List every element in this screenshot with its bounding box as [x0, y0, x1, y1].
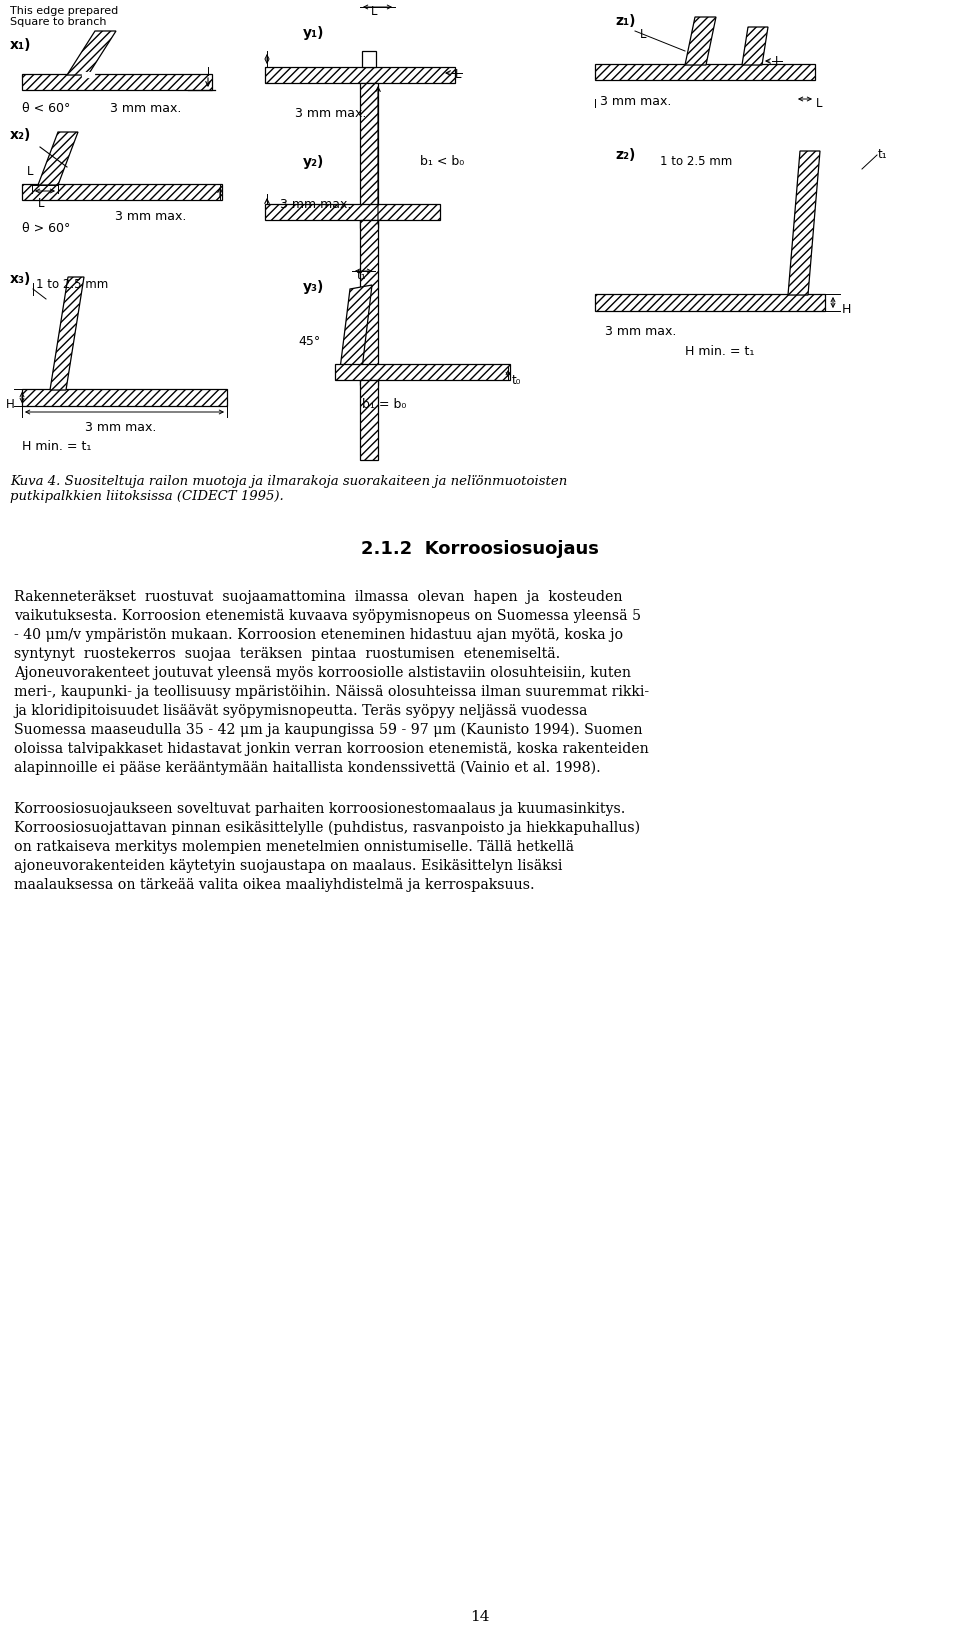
Text: H min. = t₁: H min. = t₁ [685, 344, 755, 357]
Text: L: L [38, 197, 44, 210]
Polygon shape [340, 285, 372, 370]
Text: L: L [27, 166, 34, 179]
Text: L: L [371, 5, 377, 18]
Bar [335, 365, 510, 380]
Text: Rakenneteräkset  ruostuvat  suojaamattomina  ilmassa  olevan  hapen  ja  kosteud: Rakenneteräkset ruostuvat suojaamattomin… [14, 590, 622, 603]
Text: oloissa talvipakkaset hidastavat jonkin verran korroosion etenemistä, koska rake: oloissa talvipakkaset hidastavat jonkin … [14, 741, 649, 756]
Text: 3 mm max.: 3 mm max. [295, 107, 367, 120]
Text: Korroosiosuojattavan pinnan esikäsittelylle (puhdistus, rasvanpoisto ja hiekkapu: Korroosiosuojattavan pinnan esikäsittely… [14, 821, 640, 834]
Text: y₁): y₁) [303, 26, 324, 39]
Text: 14: 14 [470, 1609, 490, 1623]
Text: 3 mm max.: 3 mm max. [110, 102, 181, 115]
Text: 3 mm max.: 3 mm max. [605, 325, 677, 338]
Text: x₁): x₁) [10, 38, 32, 52]
Text: 3 mm max.: 3 mm max. [280, 198, 351, 211]
Text: t₀: t₀ [512, 374, 521, 387]
Text: z₁): z₁) [615, 15, 636, 28]
Text: b₁ = b₀: b₁ = b₀ [362, 398, 406, 411]
Polygon shape [788, 152, 820, 295]
Text: Suomessa maaseudulla 35 - 42 μm ja kaupungissa 59 - 97 μm (Kaunisto 1994). Suome: Suomessa maaseudulla 35 - 42 μm ja kaupu… [14, 723, 642, 738]
Text: alapinnoille ei pääse kerääntymään haitallista kondenssivettä (Vainio et al. 199: alapinnoille ei pääse kerääntymään haita… [14, 760, 601, 775]
Text: 3 mm max.: 3 mm max. [85, 421, 156, 434]
Text: on ratkaiseva merkitys molempien menetelmien onnistumiselle. Tällä hetkellä: on ratkaiseva merkitys molempien menetel… [14, 839, 574, 854]
Text: Korroosiosuojaukseen soveltuvat parhaiten korroosionestomaalaus ja kuumasinkitys: Korroosiosuojaukseen soveltuvat parhaite… [14, 801, 625, 816]
Text: H min. = t₁: H min. = t₁ [22, 439, 91, 452]
Text: x₂): x₂) [10, 128, 32, 143]
Bar [265, 205, 440, 221]
Text: This edge prepared: This edge prepared [10, 7, 118, 16]
Bar [360, 84, 378, 229]
Bar [22, 390, 227, 406]
Text: t₁: t₁ [878, 148, 888, 161]
Text: θ < 60°: θ < 60° [22, 102, 70, 115]
Text: L: L [455, 67, 462, 80]
Text: syntynyt  ruostekerros  suojaa  teräksen  pintaa  ruostumisen  etenemiseltä.: syntynyt ruostekerros suojaa teräksen pi… [14, 647, 561, 661]
Polygon shape [685, 18, 716, 66]
Text: ja kloridipitoisuudet lisäävät syöpymisnopeutta. Teräs syöpyy neljässä vuodessa: ja kloridipitoisuudet lisäävät syöpymisn… [14, 703, 588, 718]
Text: putkipalkkien liitoksissa (CIDECT 1995).: putkipalkkien liitoksissa (CIDECT 1995). [10, 490, 284, 503]
Text: θ > 60°: θ > 60° [22, 221, 70, 234]
Bar [362, 52, 376, 67]
Text: Ajoneuvorakenteet joutuvat yleensä myös korroosiolle alstistaviin olosuhteisiin,: Ajoneuvorakenteet joutuvat yleensä myös … [14, 665, 631, 680]
Text: L: L [640, 28, 646, 41]
Bar [22, 75, 212, 90]
Text: 45°: 45° [298, 334, 321, 347]
Polygon shape [67, 33, 116, 75]
Text: y₂): y₂) [303, 156, 324, 169]
Text: 3 mm max.: 3 mm max. [115, 210, 186, 223]
Text: 2.1.2  Korroosiosuojaus: 2.1.2 Korroosiosuojaus [361, 539, 599, 557]
Text: b₁ < b₀: b₁ < b₀ [420, 156, 464, 167]
Bar [82, 74, 94, 79]
Polygon shape [742, 28, 768, 66]
Text: t₁: t₁ [357, 269, 367, 282]
Bar [265, 67, 455, 84]
Text: L: L [816, 97, 823, 110]
Text: z₂): z₂) [615, 148, 636, 162]
Text: y₃): y₃) [303, 280, 324, 293]
Text: maalauksessa on tärkeää valita oikea maaliyhdistelmä ja kerrospaksuus.: maalauksessa on tärkeää valita oikea maa… [14, 877, 535, 892]
Polygon shape [38, 133, 78, 185]
Bar [360, 380, 378, 461]
Text: meri-, kaupunki- ja teollisuusy mpäristöihin. Näissä olosuhteissa ilman suuremma: meri-, kaupunki- ja teollisuusy mpäristö… [14, 685, 649, 698]
Text: H: H [6, 398, 14, 411]
Text: ajoneuvorakenteiden käytetyin suojaustapa on maalaus. Esikäsittelyn lisäksi: ajoneuvorakenteiden käytetyin suojaustap… [14, 859, 563, 872]
Bar [595, 295, 825, 311]
Text: Square to branch: Square to branch [10, 16, 107, 26]
Text: Kuva 4. Suositeltuja railon muotoja ja ilmarakoja suorakaiteen ja nelïönmuotoist: Kuva 4. Suositeltuja railon muotoja ja i… [10, 475, 567, 488]
Bar [360, 221, 378, 385]
Text: 1 to 2.5 mm: 1 to 2.5 mm [36, 279, 108, 290]
Text: vaikutuksesta. Korroosion etenemistä kuvaava syöpymisnopeus on Suomessa yleensä : vaikutuksesta. Korroosion etenemistä kuv… [14, 608, 641, 623]
Text: 1 to 2.5 mm: 1 to 2.5 mm [660, 156, 732, 167]
Text: 3 mm max.: 3 mm max. [600, 95, 671, 108]
Bar [595, 66, 815, 80]
Polygon shape [50, 279, 84, 390]
Text: - 40 μm/v ympäristön mukaan. Korroosion eteneminen hidastuu ajan myötä, koska jo: - 40 μm/v ympäristön mukaan. Korroosion … [14, 628, 623, 641]
Text: L: L [775, 56, 781, 67]
Bar [22, 185, 222, 202]
Text: x₃): x₃) [10, 272, 32, 285]
Text: H: H [842, 303, 852, 316]
